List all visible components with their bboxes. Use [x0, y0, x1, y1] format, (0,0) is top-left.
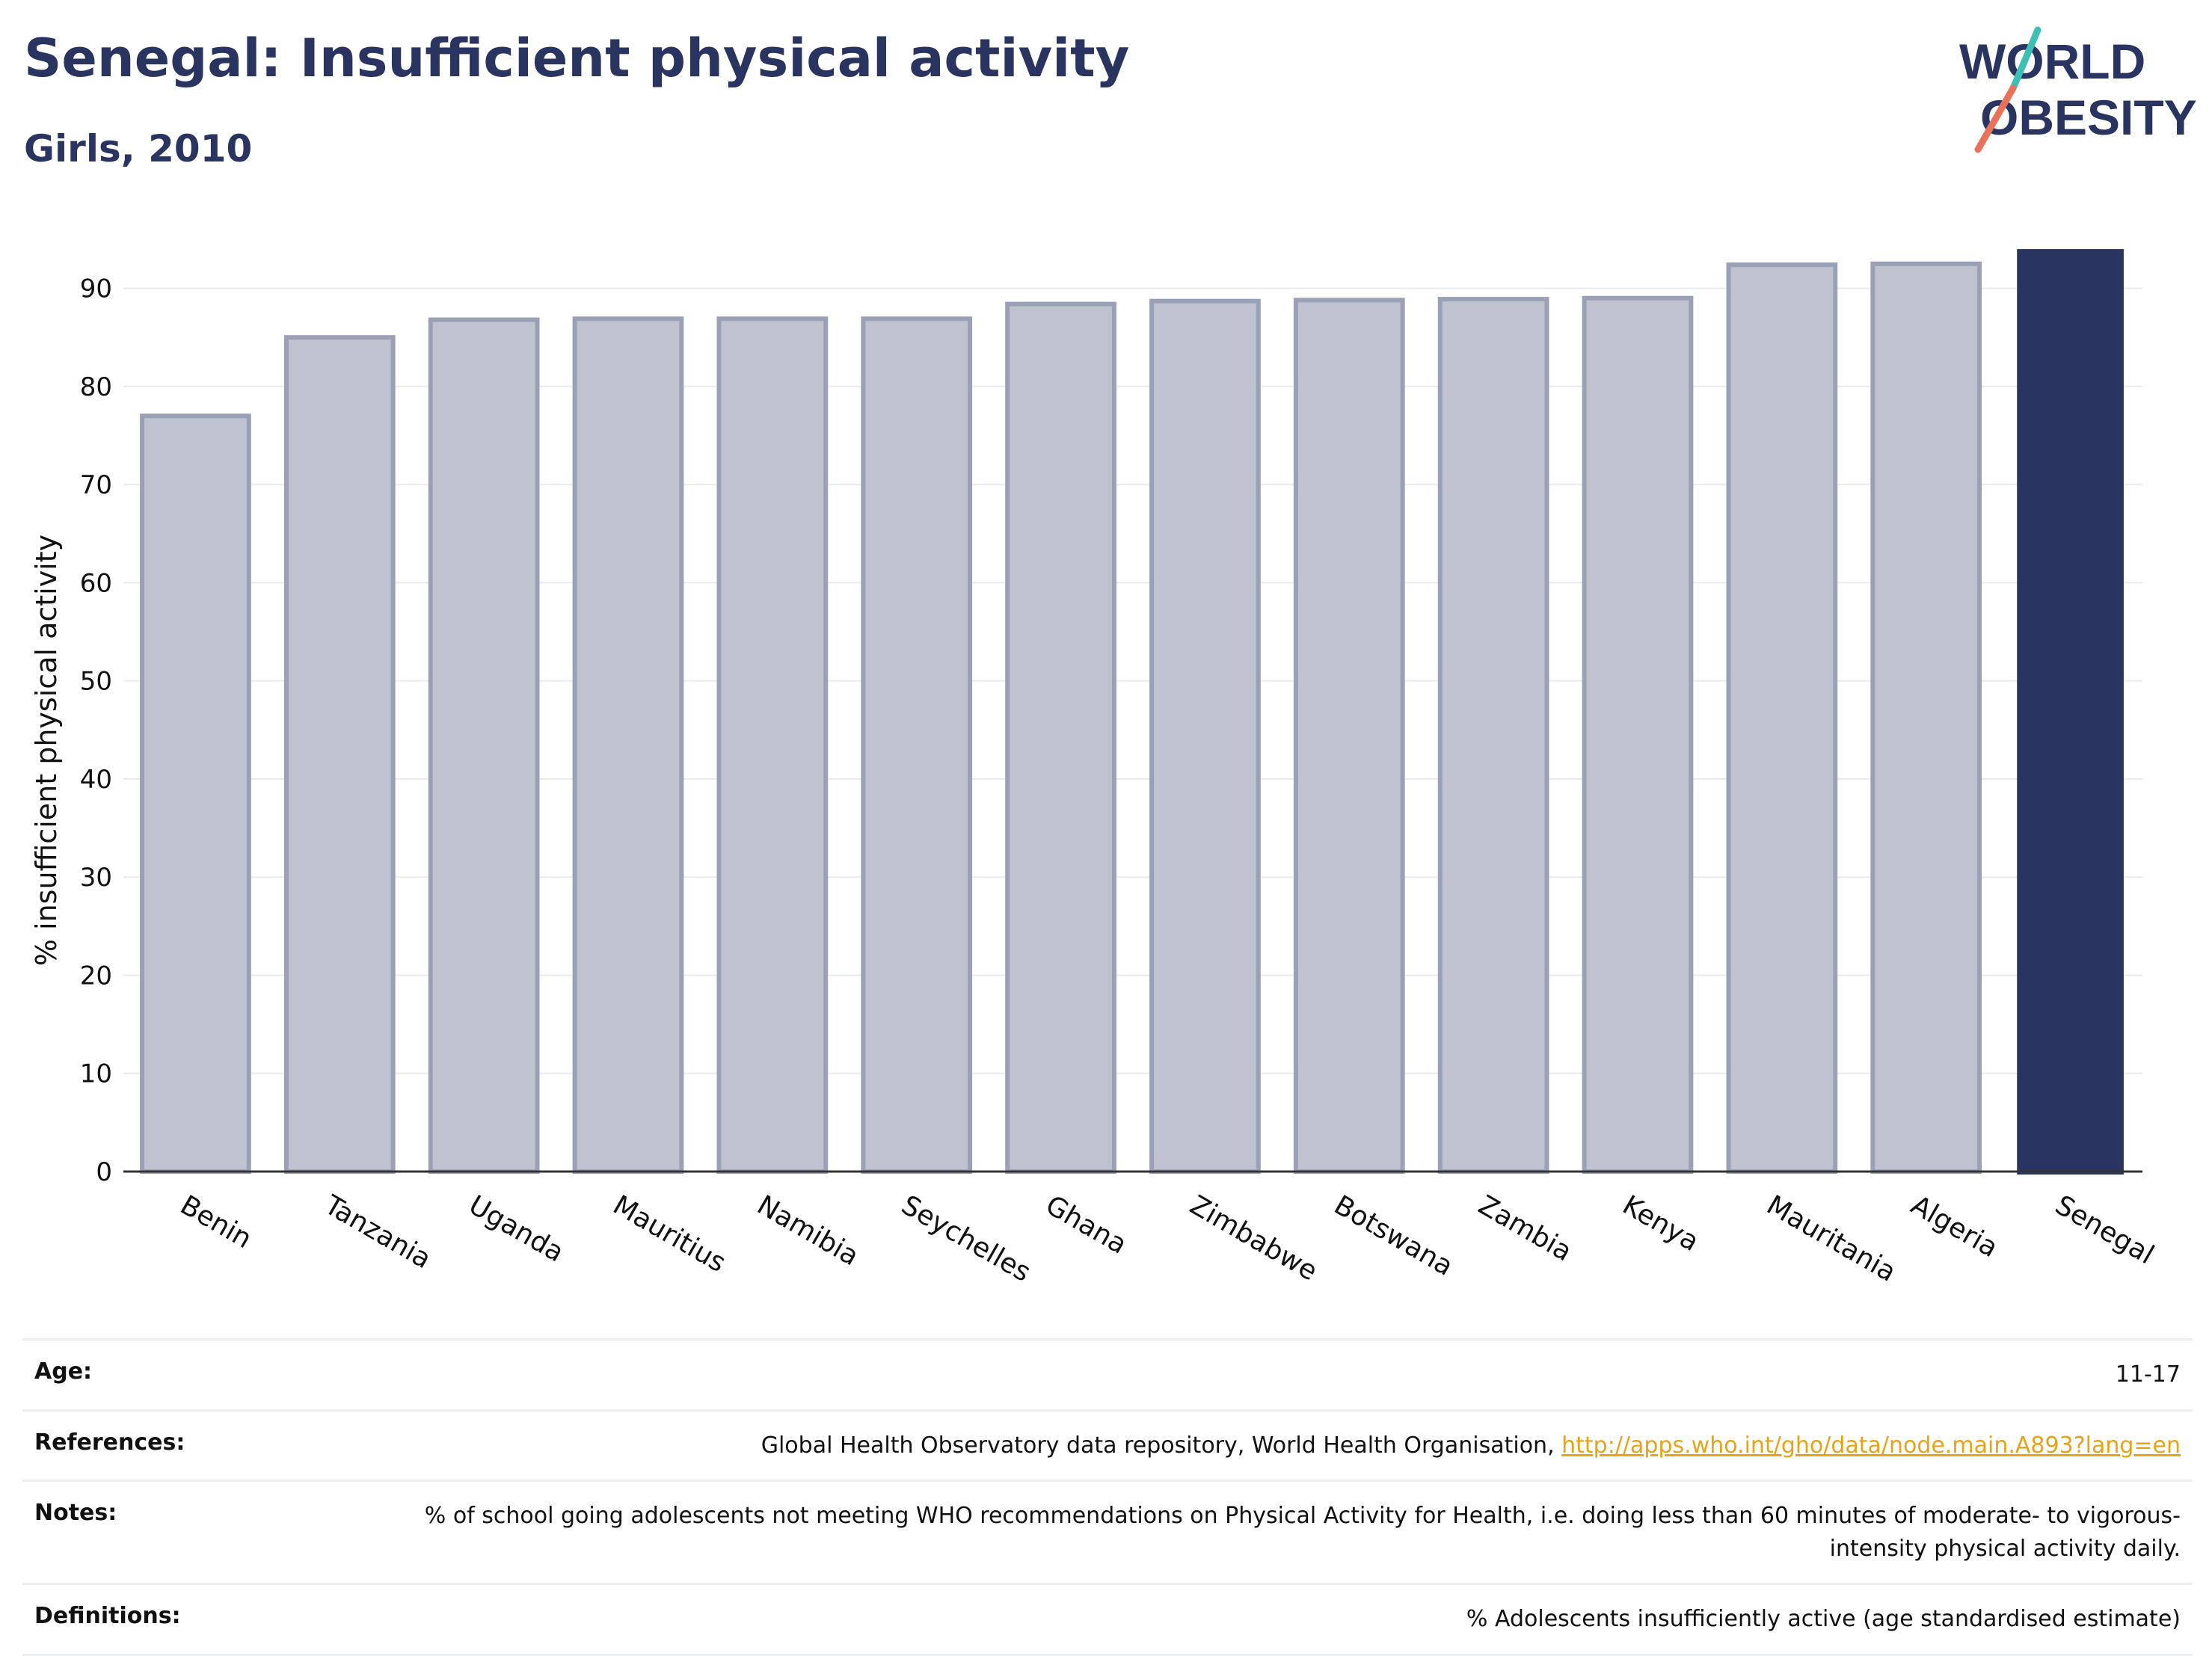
y-tick-label: 90: [80, 274, 112, 304]
bar-zimbabwe: [1149, 298, 1261, 1174]
bar-namibia: [716, 316, 829, 1175]
y-tick-label: 10: [80, 1059, 112, 1089]
y-tick-label: 20: [80, 961, 112, 991]
y-tick-label: 70: [80, 470, 112, 500]
bar-benin: [140, 413, 251, 1174]
logo-line-2: OBESITY: [1980, 90, 2197, 145]
bar-zambia: [1437, 297, 1549, 1174]
bar-kenya: [1582, 295, 1694, 1174]
footer-label-age: Age:: [34, 1358, 93, 1385]
footer-value-references: Global Health Observatory data repositor…: [761, 1429, 2181, 1462]
footer-row-notes: Notes: % of school going adolescents not…: [22, 1480, 2193, 1583]
footer-value-definitions: % Adolescents insufficiently active (age…: [1466, 1606, 2181, 1632]
x-tick-label: Seychelles: [896, 1189, 1036, 1287]
footer-value-age: 11-17: [2115, 1361, 2181, 1388]
y-tick-label: 50: [80, 667, 112, 697]
logo-line-1: WORLD: [1959, 34, 2145, 89]
footer-row-age: Age: 11-17: [22, 1338, 2193, 1409]
y-axis-ticks: 0 10 20 30 40 50 60 70 80 90: [80, 274, 112, 1187]
footer-label-definitions: Definitions:: [34, 1603, 181, 1629]
grid-lines: [123, 287, 2142, 1172]
references-link[interactable]: http://apps.who.int/gho/data/node.main.A…: [1561, 1432, 2181, 1459]
world-obesity-logo: WORLD OBESITY: [1959, 26, 2197, 153]
footer-value-notes: % of school going adolescents not meetin…: [424, 1503, 2181, 1562]
bar-senegal: [2017, 249, 2124, 1175]
bar-mauritius: [572, 316, 684, 1175]
x-tick-label: Kenya: [1617, 1189, 1704, 1258]
bar-chart: 0 10 20 30 40 50 60 70 80 90 Benin Tanzania Uganda M…: [30, 249, 2159, 1288]
bar-tanzania: [283, 335, 396, 1174]
x-axis-ticks: Benin Tanzania Uganda Mauritius Namibia Seych…: [175, 1189, 2159, 1288]
footer-row-references: References: Global Health Observatory da…: [22, 1409, 2193, 1480]
x-tick-label: Benin: [175, 1189, 256, 1255]
x-tick-label: Tanzania: [319, 1189, 436, 1275]
footer-row-definitions: Definitions: % Adolescents insufficientl…: [22, 1583, 2193, 1656]
x-tick-label: Mauritania: [1762, 1189, 1902, 1287]
bars: [140, 249, 2124, 1175]
x-tick-label: Namibia: [752, 1189, 864, 1272]
bar-botswana: [1293, 298, 1405, 1174]
x-tick-label: Uganda: [464, 1189, 569, 1268]
x-tick-label: Algeria: [1905, 1189, 2003, 1263]
x-tick-label: Zimbabwe: [1185, 1189, 1322, 1287]
y-tick-label: 30: [80, 863, 112, 893]
x-tick-label: Mauritius: [608, 1189, 731, 1278]
x-tick-label: Senegal: [2050, 1189, 2159, 1270]
bar-ghana: [1005, 301, 1116, 1175]
bar-mauritania: [1726, 262, 1838, 1174]
y-tick-label: 0: [96, 1157, 112, 1187]
y-tick-label: 60: [80, 568, 112, 598]
logo-slash-coral: [1974, 84, 2017, 153]
footer-label-notes: Notes:: [34, 1500, 117, 1526]
references-text: Global Health Observatory data repositor…: [761, 1432, 1562, 1459]
x-tick-label: Zambia: [1473, 1189, 1577, 1267]
y-tick-label: 40: [80, 765, 112, 795]
x-tick-label: Ghana: [1040, 1189, 1131, 1260]
x-tick-label: Botswana: [1329, 1189, 1458, 1281]
chart-subtitle: Girls, 2010: [24, 127, 253, 170]
logo-slash-teal: [2009, 26, 2042, 92]
chart-metadata-table: Age: 11-17 References: Global Health Obs…: [22, 1338, 2193, 1656]
bar-seychelles: [861, 316, 973, 1175]
footer-label-references: References:: [34, 1429, 185, 1456]
bar-algeria: [1870, 261, 1982, 1174]
chart-title: Senegal: Insufficient physical activity: [24, 28, 1130, 89]
y-tick-label: 80: [80, 372, 112, 402]
bar-uganda: [428, 317, 540, 1175]
y-axis-label: % insufficient physical activity: [30, 535, 63, 966]
